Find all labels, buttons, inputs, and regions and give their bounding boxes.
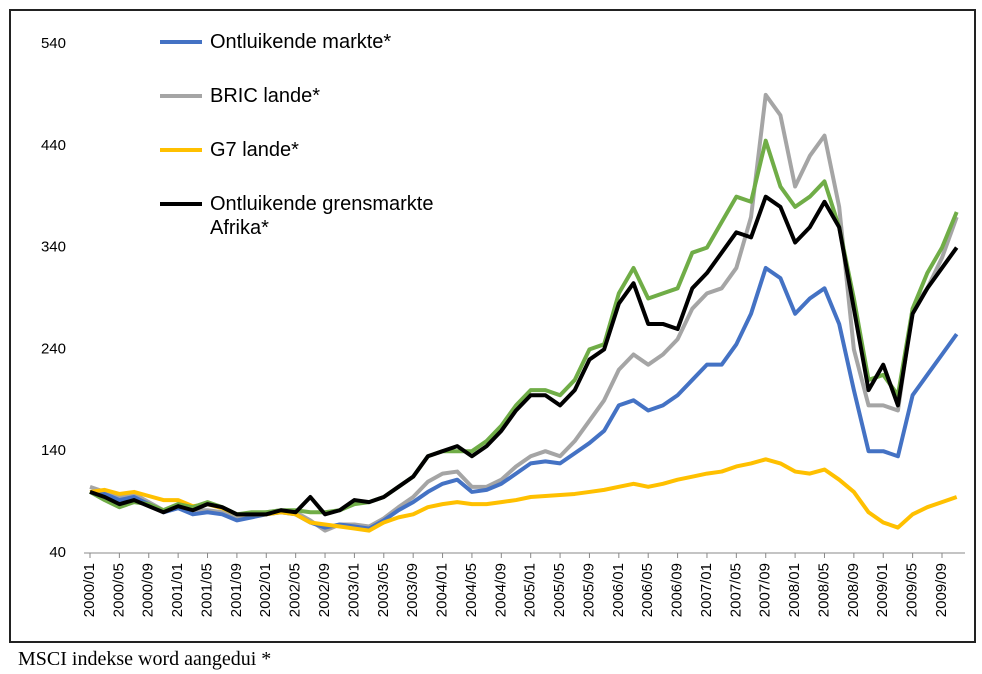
frame — [9, 9, 976, 643]
note: MSCI indekse word aangedui * — [18, 648, 272, 670]
x-tick-label: 2000/01 — [81, 563, 98, 617]
x-tick-label: 2005/01 — [522, 563, 539, 617]
series-line — [89, 194, 959, 517]
x-tick-label: 2006/05 — [639, 563, 656, 617]
y-tick-label: 440 — [41, 137, 66, 154]
x-tick-label: 2007/05 — [727, 563, 744, 617]
x-tick-label: 2006/01 — [610, 563, 627, 617]
series-line — [89, 265, 959, 531]
x-tick-label: 2000/05 — [110, 563, 127, 617]
x-tick-label: 2001/01 — [169, 563, 186, 617]
x-tick-label: 2002/09 — [316, 563, 333, 617]
legend-label: BRIC lande* — [210, 85, 321, 107]
x-tick-label: 2005/05 — [551, 563, 568, 617]
x-tick-label: 2004/09 — [492, 563, 509, 617]
legend-item: Ontluikende markte* — [160, 30, 460, 84]
x-tick-label: 2008/05 — [815, 563, 832, 617]
legend-label: G7 lande* — [210, 139, 299, 161]
legend-swatch — [160, 94, 202, 98]
x-tick-label: 2004/01 — [434, 563, 451, 617]
y-tick-label: 340 — [41, 239, 66, 256]
x-tick-label: 2009/05 — [904, 563, 921, 617]
x-tick-label: 2005/09 — [580, 563, 597, 617]
x-tick-label: 2009/09 — [933, 563, 950, 617]
x-tick-label: 2002/01 — [257, 563, 274, 617]
legend-swatch — [160, 40, 202, 44]
x-tick-label: 2006/09 — [669, 563, 686, 617]
x-tick-label: 2004/05 — [463, 563, 480, 617]
x-tick-label: 2003/01 — [345, 563, 362, 617]
y-tick-label: 140 — [41, 442, 66, 459]
y-tick-label: 540 — [41, 35, 66, 52]
x-tick-label: 2001/09 — [228, 563, 245, 617]
legend-label: Ontluikende grensmarkte Afrika* — [210, 193, 434, 239]
legend-item: G7 lande* — [160, 138, 460, 192]
x-tick-label: 2003/05 — [375, 563, 392, 617]
legend-swatch — [160, 202, 202, 206]
legend-label: Ontluikende markte* — [210, 31, 392, 53]
x-tick-label: 2008/01 — [786, 563, 803, 617]
x-tick-label: 2008/09 — [845, 563, 862, 617]
legend-swatch — [160, 148, 202, 152]
x-tick-label: 2001/05 — [198, 563, 215, 617]
x-tick-label: 2007/09 — [757, 563, 774, 617]
legend-item: BRIC lande* — [160, 84, 460, 138]
x-tick-label: 2002/05 — [287, 563, 304, 617]
legend-item: Ontluikende grensmarkte Afrika* — [160, 192, 460, 246]
x-tick-label: 2009/01 — [874, 563, 891, 617]
x-tick-label: 2007/01 — [698, 563, 715, 617]
x-tick-label: 2003/09 — [404, 563, 421, 617]
x-tick-label: 2000/09 — [140, 563, 157, 617]
legend: Ontluikende markte* BRIC lande* G7 lande* O… — [160, 30, 460, 246]
y-tick-label: 240 — [41, 340, 66, 357]
series-line — [89, 92, 959, 533]
y-tick-label: 40 — [49, 544, 66, 561]
